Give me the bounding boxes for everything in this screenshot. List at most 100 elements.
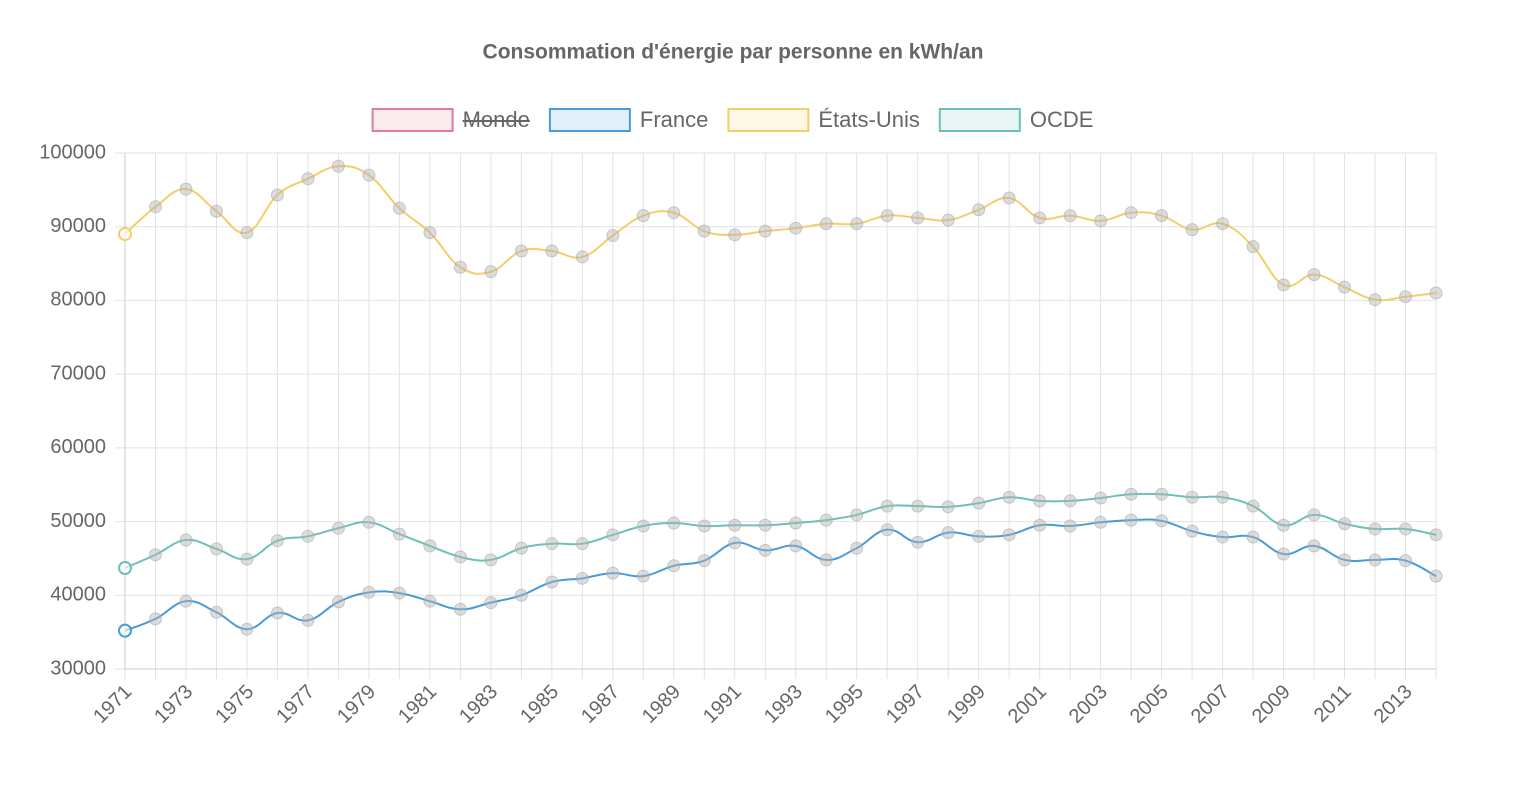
x-tick-label: 2013: [1370, 681, 1417, 728]
data-point: [880, 523, 894, 537]
data-point: [1124, 206, 1138, 220]
data-point: [819, 553, 833, 567]
data-point: [1246, 240, 1260, 254]
data-point: [636, 209, 650, 223]
data-point: [514, 588, 528, 602]
data-point: [1063, 494, 1077, 508]
data-point: [1338, 553, 1352, 567]
x-tick-label: 1981: [394, 681, 441, 728]
data-point: [209, 204, 223, 218]
data-point: [453, 260, 467, 274]
data-point: [1063, 519, 1077, 533]
data-point: [148, 200, 162, 214]
series-line: [124, 165, 1437, 302]
legend-item: OCDE: [938, 107, 1094, 132]
data-point: [1033, 518, 1047, 532]
x-tick-label: 2003: [1065, 681, 1112, 728]
data-point: [972, 496, 986, 510]
data-point: [423, 539, 437, 553]
data-point: [1338, 517, 1352, 531]
data-point: [392, 586, 406, 600]
data-point: [1094, 491, 1108, 505]
x-tick-label: 1993: [760, 681, 807, 728]
data-point: [667, 516, 681, 530]
data-point: [423, 594, 437, 608]
data-point: [1124, 487, 1138, 501]
data-point: [789, 516, 803, 530]
data-point: [270, 534, 284, 548]
data-point: [362, 515, 376, 529]
data-point: [941, 526, 955, 540]
x-tick-label: 1989: [638, 681, 685, 728]
data-point: [606, 528, 620, 542]
data-point: [1399, 290, 1413, 304]
legend-label: Monde: [463, 107, 530, 132]
data-point: [789, 221, 803, 235]
data-point: [209, 605, 223, 619]
data-point: [1368, 522, 1382, 536]
data-point: [697, 224, 711, 238]
data-point: [1185, 223, 1199, 237]
series-line: [124, 518, 1437, 632]
data-point: [301, 529, 315, 543]
data-point: [331, 595, 345, 609]
data-point: [728, 536, 742, 550]
y-tick-label: 90000: [50, 215, 106, 237]
data-point: [1399, 522, 1413, 536]
y-tick-label: 30000: [50, 657, 106, 679]
data-point: [484, 265, 498, 279]
data-point: [728, 228, 742, 242]
data-point: [179, 594, 193, 608]
x-tick-label: 1985: [516, 681, 563, 728]
data-point: [514, 541, 528, 555]
x-tick-label: 1987: [577, 681, 624, 728]
data-point: [453, 602, 467, 616]
data-point: [941, 500, 955, 514]
data-point: [575, 250, 589, 264]
data-point: [1216, 490, 1230, 504]
data-point: [1094, 515, 1108, 529]
data-point: [1094, 214, 1108, 228]
data-point: [1216, 217, 1230, 231]
data-point: [545, 575, 559, 589]
data-point: [453, 550, 467, 564]
data-point: [1002, 490, 1016, 504]
legend-swatch: [548, 108, 631, 132]
data-point: [484, 553, 498, 567]
data-point: [545, 537, 559, 551]
legend-swatch: [938, 108, 1021, 132]
data-point: [758, 543, 772, 557]
data-point: [179, 182, 193, 196]
data-point: [1246, 530, 1260, 544]
data-point: [972, 203, 986, 217]
data-point: [911, 499, 925, 513]
data-point: [118, 623, 132, 638]
data-point: [1399, 554, 1413, 568]
data-point: [606, 229, 620, 243]
chart-title: Consommation d'énergie par personne en k…: [483, 41, 984, 64]
data-point: [575, 537, 589, 551]
data-point: [1277, 547, 1291, 561]
data-point: [1185, 524, 1199, 538]
data-point: [789, 539, 803, 553]
data-point: [1429, 528, 1443, 542]
x-tick-label: 2009: [1248, 681, 1295, 728]
data-point: [362, 585, 376, 599]
data-point: [850, 508, 864, 522]
x-tick-label: 1975: [211, 681, 258, 728]
x-tick-label: 1983: [455, 681, 502, 728]
data-point: [301, 613, 315, 627]
data-point: [240, 622, 254, 636]
legend-label: OCDE: [1030, 107, 1094, 132]
y-tick-label: 40000: [50, 584, 106, 606]
data-point: [331, 521, 345, 535]
data-point: [575, 571, 589, 585]
data-point: [1063, 209, 1077, 223]
x-tick-label: 1977: [272, 681, 319, 728]
legend-label: France: [640, 107, 708, 132]
data-point: [1368, 293, 1382, 307]
data-point: [331, 159, 345, 173]
data-point: [728, 518, 742, 532]
x-tick-label: 1971: [89, 681, 136, 728]
